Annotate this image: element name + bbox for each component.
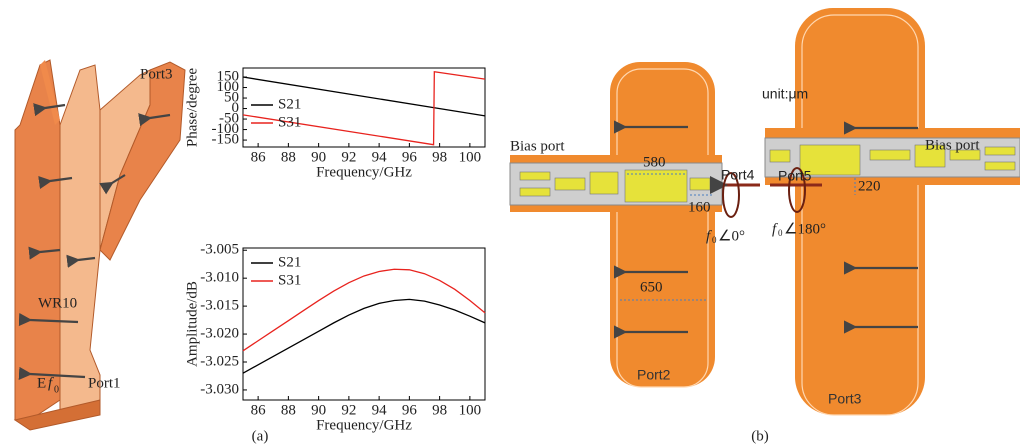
- y-tick-label: -3.015: [200, 298, 239, 314]
- x-tick-label: 92: [341, 149, 356, 165]
- x-axis-label: Frequency/GHz: [316, 417, 412, 433]
- caption: (b): [751, 428, 769, 444]
- legend-label: S31: [278, 114, 301, 130]
- bias-port-label: Bias port: [510, 138, 565, 154]
- x-tick-label: 86: [251, 149, 267, 165]
- x-tick-label: 86: [251, 402, 267, 418]
- port-label: Port3: [140, 66, 173, 82]
- y-axis-label: Amplitude/dB: [184, 281, 200, 367]
- x-tick-label: 96: [402, 149, 418, 165]
- y-tick-label: -3.025: [200, 353, 239, 369]
- plot-frame: [243, 248, 485, 400]
- x-tick-label: 90: [311, 149, 326, 165]
- x-tick-label: 96: [402, 402, 418, 418]
- x-tick-label: 94: [372, 402, 388, 418]
- legend-label: S31: [278, 272, 301, 288]
- dimension-label: 220: [858, 178, 881, 194]
- dimension-label: 650: [640, 279, 663, 295]
- y-axis-label: Phase/degree: [184, 68, 200, 147]
- field-subscript: 0: [54, 384, 59, 395]
- legend-label: S21: [278, 96, 301, 112]
- y-tick-label: -3.010: [200, 270, 239, 286]
- x-tick-label: 90: [311, 402, 326, 418]
- y-tick-label: -3.030: [200, 381, 239, 397]
- x-tick-label: 88: [281, 402, 296, 418]
- series-line: [243, 299, 485, 373]
- phase-subscript: 0: [712, 235, 717, 245]
- x-tick-label: 92: [341, 402, 356, 418]
- bias-port-label: Bias port: [925, 137, 980, 153]
- waveguide-label: WR10: [38, 295, 77, 311]
- dimension-label: 580: [643, 154, 666, 170]
- circuit-drawing: [510, 8, 1020, 415]
- port-label: Port2: [637, 367, 671, 383]
- caption: (a): [252, 428, 269, 444]
- phase-angle: ∠0°: [718, 228, 745, 244]
- dimension-label: 160: [688, 199, 711, 215]
- legend-label: S21: [278, 254, 301, 270]
- port-label: Port5: [778, 168, 812, 184]
- phase-angle: ∠180°: [784, 221, 826, 237]
- x-tick-label: 88: [281, 149, 296, 165]
- port-label: Port1: [88, 375, 121, 391]
- port-label: Port3: [828, 391, 862, 407]
- x-tick-label: 98: [432, 402, 447, 418]
- unit-label: unit:μm: [762, 86, 808, 102]
- y-tick-label: -150: [212, 132, 240, 148]
- port-label: Port4: [721, 167, 755, 183]
- y-tick-label: -3.005: [200, 242, 239, 258]
- figure: Port3 WR10 Port1 E f 0 (a) 8688909294969…: [0, 0, 1020, 447]
- x-axis-label: Frequency/GHz: [316, 164, 412, 180]
- x-tick-label: 100: [459, 149, 482, 165]
- y-tick-label: -3.020: [200, 325, 239, 341]
- field-vector: E: [37, 375, 46, 391]
- x-tick-label: 100: [459, 402, 482, 418]
- phase-subscript: 0: [778, 228, 783, 238]
- x-tick-label: 98: [432, 149, 447, 165]
- x-tick-label: 94: [372, 149, 388, 165]
